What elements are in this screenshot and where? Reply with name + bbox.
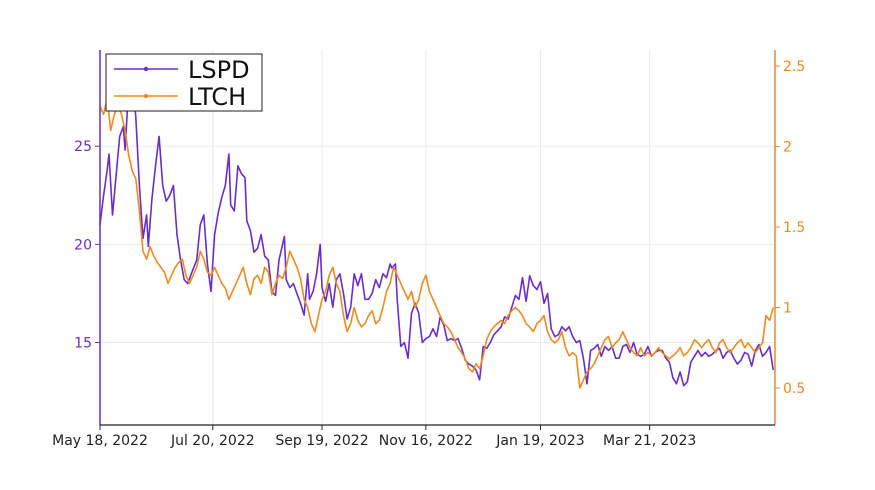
legend-swatch-marker bbox=[143, 93, 149, 99]
grid-layer bbox=[99, 50, 775, 425]
left-axis-tick-label: 20 bbox=[74, 237, 92, 253]
legend-label-lspd: LSPD bbox=[188, 56, 250, 84]
x-axis-tick-label: Sep 19, 2022 bbox=[275, 433, 368, 449]
left-axis-tick-label: 25 bbox=[74, 139, 92, 155]
series-line-ltch bbox=[99, 97, 774, 389]
left-axis-tick-label: 15 bbox=[74, 336, 92, 352]
right-axis-tick-label: 2 bbox=[783, 140, 792, 156]
right-axis-tick-label: 1 bbox=[783, 301, 792, 317]
legend-box bbox=[105, 53, 263, 112]
right-axis-tick-label: 0.5 bbox=[783, 381, 805, 397]
legend-swatch-marker bbox=[143, 66, 149, 72]
x-axis-tick-label: Jan 19, 2023 bbox=[495, 433, 584, 449]
x-axis-tick-label: Jul 20, 2022 bbox=[170, 433, 255, 449]
x-axis-tick-label: Mar 21, 2023 bbox=[603, 433, 696, 449]
right-axis-tick-label: 2.5 bbox=[783, 59, 805, 75]
x-axis-tick-label: Nov 16, 2022 bbox=[379, 433, 473, 449]
right-axis-tick-label: 1.5 bbox=[783, 220, 805, 236]
series-line-lspd bbox=[99, 76, 774, 387]
series-layer bbox=[99, 76, 774, 389]
x-axis-tick-label: May 18, 2022 bbox=[52, 433, 148, 449]
axes-layer: 15 20 25 0.5 1 1.5 2 2.5 May 18, 2022 Jul 20, 202… bbox=[52, 50, 805, 449]
legend-label-ltch: LTCH bbox=[188, 83, 246, 111]
